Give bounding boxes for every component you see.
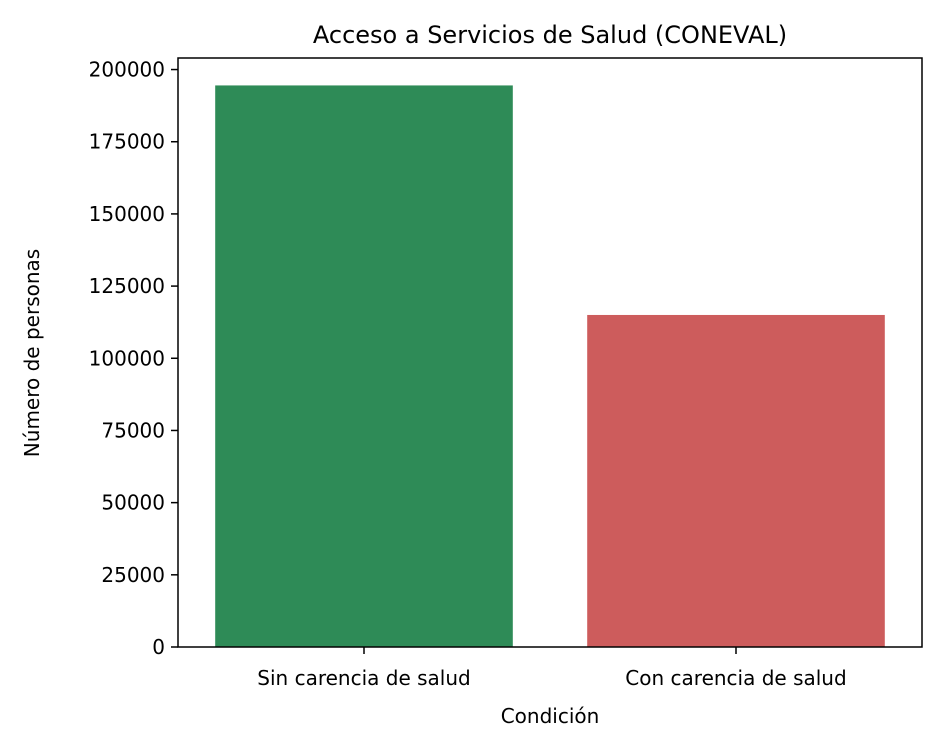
chart-title: Acceso a Servicios de Salud (CONEVAL) (313, 21, 787, 49)
y-tick-label-0: 0 (152, 635, 165, 659)
bar-1 (587, 314, 885, 647)
y-tick-label-7: 175000 (89, 130, 165, 154)
x-tick-label-1: Con carencia de salud (625, 666, 846, 690)
y-tick-label-1: 25000 (101, 563, 165, 587)
y-tick-label-5: 125000 (89, 274, 165, 298)
y-tick-label-3: 75000 (101, 418, 165, 442)
plot-area: Sin carencia de salud Con carencia de sal… (89, 57, 923, 690)
plot-frame (177, 57, 923, 648)
x-tick-label-0: Sin carencia de salud (257, 666, 470, 690)
y-tick-label-2: 50000 (101, 491, 165, 515)
x-axis-label: Condición (501, 704, 600, 728)
y-tick-label-8: 200000 (89, 58, 165, 82)
y-tick-label-4: 100000 (89, 346, 165, 370)
bar-0 (215, 85, 513, 647)
y-tick-label-6: 150000 (89, 202, 165, 226)
y-axis-label: Número de personas (20, 249, 44, 457)
